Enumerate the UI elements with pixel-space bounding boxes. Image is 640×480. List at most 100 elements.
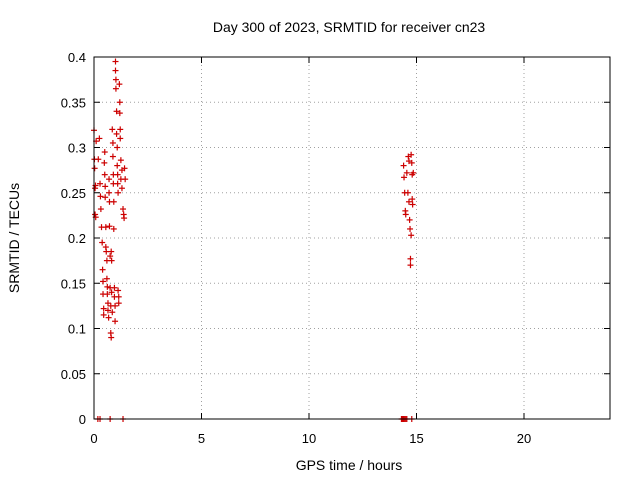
data-point [404, 189, 411, 196]
data-point [104, 300, 111, 307]
data-point [97, 180, 104, 187]
data-point [104, 291, 111, 298]
y-tick-label: 0.1 [68, 322, 86, 337]
y-tick-label: 0.15 [61, 276, 86, 291]
data-point [99, 239, 106, 246]
chart-title: Day 300 of 2023, SRMTID for receiver cn2… [213, 19, 486, 35]
data-point [408, 232, 415, 239]
data-point [109, 153, 116, 160]
data-point [407, 225, 414, 232]
x-tick-label: 5 [198, 431, 205, 446]
x-tick-label: 15 [409, 431, 423, 446]
data-point [109, 309, 116, 316]
data-point [408, 151, 415, 158]
data-point [100, 305, 107, 312]
data-point [110, 198, 117, 205]
data-point [114, 162, 121, 169]
data-point [105, 314, 112, 321]
x-tick-label: 10 [302, 431, 316, 446]
data-point [120, 206, 127, 213]
y-tick-label: 0.4 [68, 50, 86, 65]
data-point [109, 126, 116, 133]
data-point [407, 262, 414, 269]
x-tick-labels: 0 5 10 15 20 [90, 431, 531, 446]
data-point [102, 224, 109, 231]
y-tick-label: 0.2 [68, 231, 86, 246]
data-point [121, 165, 128, 172]
data-point [117, 126, 124, 133]
data-point [405, 198, 412, 205]
data-point [409, 201, 416, 208]
axis-ticks [93, 56, 610, 420]
data-point [112, 85, 119, 92]
data-point [92, 211, 99, 218]
data-point [113, 130, 120, 137]
data-point [102, 183, 109, 190]
data-point [99, 266, 106, 273]
data-point [112, 58, 119, 65]
y-tick-label: 0.25 [61, 186, 86, 201]
data-point [117, 135, 124, 142]
data-point [108, 257, 115, 264]
data-point [106, 176, 113, 183]
data-point [101, 159, 108, 166]
data-point [115, 293, 122, 300]
grid-lines [94, 57, 610, 419]
data-point [107, 253, 114, 260]
data-point [409, 196, 416, 203]
data-point [109, 139, 116, 146]
plot-frame [93, 56, 611, 420]
data-point [100, 278, 107, 285]
data-point [101, 171, 108, 178]
x-axis-label: GPS time / hours [296, 457, 403, 473]
data-point [95, 156, 102, 163]
data-point [97, 206, 104, 213]
data-points [91, 58, 417, 422]
data-point [402, 211, 409, 218]
data-point [114, 144, 121, 151]
data-point [102, 194, 109, 201]
data-point [114, 180, 121, 187]
data-point [106, 223, 113, 230]
data-point [116, 110, 123, 117]
data-point [104, 283, 111, 290]
y-tick-label: 0.35 [61, 95, 86, 110]
data-point [113, 108, 120, 115]
x-tick-label: 20 [517, 431, 531, 446]
data-point [121, 215, 128, 222]
x-tick-label: 0 [90, 431, 97, 446]
data-point [117, 157, 124, 164]
y-tick-labels: 0 0.05 0.1 0.15 0.2 0.25 0.3 0.35 0.4 [61, 50, 86, 427]
data-point [104, 307, 111, 314]
data-point [114, 171, 121, 178]
data-point [112, 67, 119, 74]
y-tick-label: 0.05 [61, 367, 86, 382]
data-point [108, 248, 115, 255]
data-point [101, 149, 108, 156]
data-point [108, 289, 115, 296]
data-point [407, 255, 414, 262]
data-point [103, 275, 110, 282]
data-point [110, 225, 117, 232]
data-point [96, 135, 103, 142]
data-point [111, 284, 118, 291]
data-point [115, 300, 122, 307]
data-point [108, 334, 115, 341]
data-point [115, 287, 122, 294]
data-point [106, 189, 113, 196]
data-point [401, 174, 408, 181]
data-point [116, 81, 123, 88]
y-axis-label: SRMTID / TECUs [6, 183, 22, 293]
data-point [406, 216, 413, 223]
y-tick-label: 0 [79, 412, 86, 427]
data-point [118, 185, 125, 192]
data-point [112, 76, 119, 83]
data-point [122, 176, 129, 183]
data-point [115, 189, 122, 196]
y-tick-label: 0.3 [68, 141, 86, 156]
data-point [91, 165, 98, 172]
data-point [400, 162, 407, 169]
data-point [410, 169, 417, 176]
data-point [100, 311, 107, 318]
